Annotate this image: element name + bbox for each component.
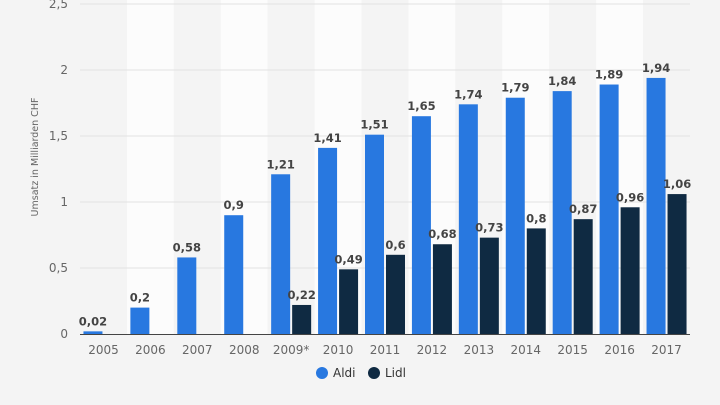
bars: 0,02 0,2 0,58 0,9 1,21 0,22 1,41 0,49 1,51 0,6 1,6…: [79, 61, 691, 335]
y-axis: 0 0,5 1 1,5 2 2,5: [49, 0, 68, 341]
y-tick-label: 2: [60, 63, 68, 77]
data-label-lidl: 0,96: [616, 190, 644, 204]
data-label-aldi: 0,9: [224, 198, 244, 212]
legend-marker: [316, 367, 328, 379]
bar-lidl[interactable]: [386, 254, 405, 334]
y-tick-label: 1: [60, 195, 68, 209]
data-label-aldi: 1,84: [548, 74, 576, 88]
data-label-aldi: 1,51: [360, 118, 388, 132]
data-label-aldi: 1,65: [407, 99, 435, 113]
x-tick-label: 2011: [370, 343, 401, 357]
data-label-lidl: 0,8: [526, 211, 546, 225]
data-label-aldi: 1,94: [642, 61, 670, 75]
x-tick-label: 2010: [323, 343, 354, 357]
bar-aldi[interactable]: [224, 215, 244, 334]
data-label-lidl: 0,49: [334, 252, 362, 266]
bar-aldi[interactable]: [365, 134, 384, 334]
bar-lidl[interactable]: [667, 194, 687, 334]
bar-lidl[interactable]: [292, 304, 312, 334]
column-band: [80, 0, 127, 334]
x-tick-label: 2006: [135, 343, 166, 357]
bar-aldi[interactable]: [83, 331, 103, 334]
bar-aldi[interactable]: [599, 84, 619, 335]
bar-lidl[interactable]: [620, 207, 640, 334]
x-tick-label: 2005: [88, 343, 119, 357]
data-label-aldi: 1,21: [266, 157, 294, 171]
data-label-lidl: 0,22: [287, 288, 315, 302]
data-label-aldi: 1,41: [313, 131, 341, 145]
data-label-aldi: 1,79: [501, 81, 529, 95]
bar-aldi[interactable]: [411, 116, 431, 334]
bar-lidl[interactable]: [432, 244, 452, 334]
data-label-aldi: 0,2: [130, 291, 150, 305]
x-tick-label: 2012: [417, 343, 448, 357]
bar-aldi[interactable]: [318, 147, 338, 334]
bar-aldi[interactable]: [177, 257, 197, 334]
column-band: [126, 0, 174, 334]
x-tick-label: 2009*: [273, 343, 310, 357]
bar-aldi[interactable]: [271, 174, 291, 334]
x-tick-label: 2013: [464, 343, 495, 357]
y-tick-label: 0: [60, 327, 68, 341]
data-label-lidl: 0,6: [385, 238, 405, 252]
bar-aldi[interactable]: [130, 307, 150, 334]
bar-lidl[interactable]: [526, 228, 546, 334]
column-bands: [80, 0, 690, 334]
data-label-lidl: 0,87: [569, 202, 597, 216]
x-axis: 2005 2006 2007 2008 2009* 2010 2011 2012 2013 201…: [88, 343, 682, 357]
data-label-aldi: 0,58: [173, 240, 201, 254]
bar-aldi[interactable]: [646, 77, 666, 335]
legend: Aldi Lidl: [316, 366, 406, 380]
y-tick-label: 2,5: [49, 0, 68, 11]
y-tick-label: 1,5: [49, 129, 68, 143]
x-tick-label: 2008: [229, 343, 260, 357]
data-label-lidl: 0,68: [428, 227, 456, 241]
x-tick-label: 2016: [604, 343, 635, 357]
y-tick-label: 0,5: [49, 261, 68, 275]
legend-marker: [368, 367, 380, 379]
x-tick-label: 2017: [651, 343, 682, 357]
data-label-aldi: 1,74: [454, 87, 482, 101]
bar-lidl[interactable]: [479, 237, 499, 334]
data-label-aldi: 1,89: [595, 68, 623, 82]
x-tick-label: 2015: [557, 343, 588, 357]
x-tick-label: 2007: [182, 343, 213, 357]
bar-aldi[interactable]: [505, 97, 525, 334]
legend-label: Aldi: [333, 366, 356, 380]
data-label-lidl: 0,73: [475, 221, 503, 235]
y-axis-title: Umsatz in Milliarden CHF: [30, 98, 41, 217]
bar-lidl[interactable]: [339, 269, 359, 334]
bar-aldi[interactable]: [458, 104, 478, 334]
data-label-lidl: 1,06: [663, 177, 691, 191]
x-tick-label: 2014: [510, 343, 541, 357]
legend-label: Lidl: [385, 366, 406, 380]
legend-item-aldi[interactable]: Aldi: [316, 366, 356, 380]
legend-item-lidl[interactable]: Lidl: [368, 366, 406, 380]
data-label-aldi: 0,02: [79, 314, 107, 328]
bar-aldi[interactable]: [552, 91, 572, 335]
bar-lidl[interactable]: [573, 219, 593, 334]
